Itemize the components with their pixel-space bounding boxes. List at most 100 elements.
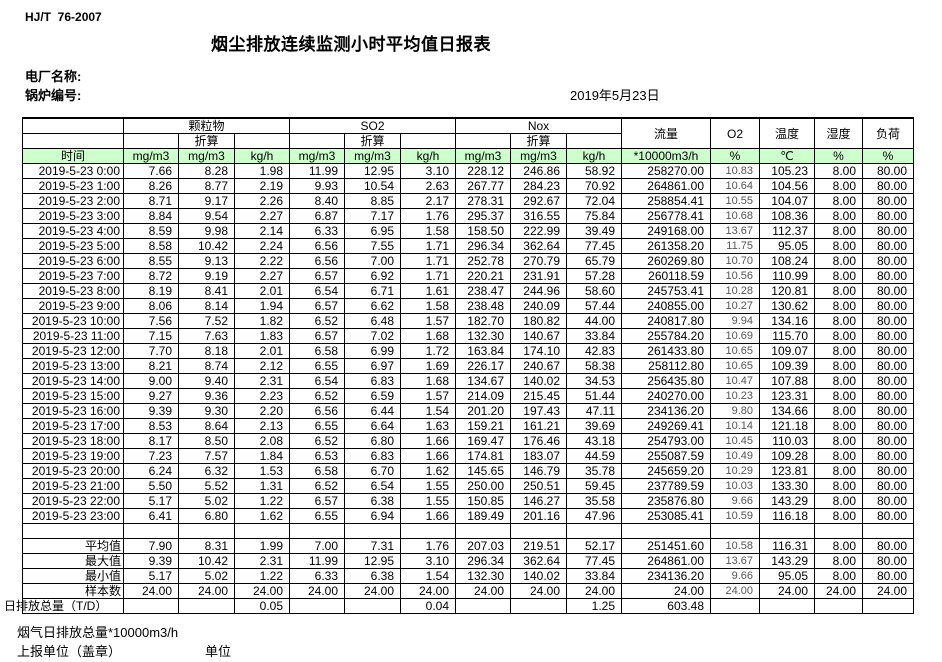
value-cell: 8.00 bbox=[814, 433, 863, 449]
value-cell: 1.84 bbox=[234, 448, 290, 464]
value-cell: 24.00 bbox=[455, 583, 511, 599]
table-row: 2019-5-23 20:00 6.24 6.32 1.53 6.58 6.70 1.62 1… bbox=[22, 463, 914, 479]
value-cell: 7.23 bbox=[123, 448, 179, 464]
value-cell: 5.17 bbox=[123, 568, 179, 584]
value-cell: 24.00 bbox=[178, 583, 235, 599]
value-cell: 8.40 bbox=[289, 193, 345, 209]
value-cell: 1.54 bbox=[400, 568, 456, 584]
table-row: 2019-5-23 11:00 7.15 7.63 1.83 6.57 7.02 1.68 1… bbox=[22, 328, 914, 344]
value-cell: 2.14 bbox=[234, 223, 290, 239]
value-cell: 6.33 bbox=[289, 223, 345, 239]
value-cell: 80.00 bbox=[862, 298, 914, 314]
value-cell: 110.03 bbox=[759, 433, 815, 449]
value-cell: 8.00 bbox=[814, 373, 863, 389]
value-cell: 80.00 bbox=[862, 538, 914, 554]
value-cell: 8.00 bbox=[814, 358, 863, 374]
value-cell: 7.63 bbox=[178, 328, 235, 344]
value-cell: 8.72 bbox=[123, 268, 179, 284]
value-cell: 80.00 bbox=[862, 193, 914, 209]
value-cell: 8.00 bbox=[814, 568, 863, 584]
value-cell: 1.82 bbox=[234, 313, 290, 329]
value-cell: 6.70 bbox=[344, 463, 401, 479]
value-cell: 7.00 bbox=[289, 538, 345, 554]
time-cell: 2019-5-23 10:00 bbox=[22, 313, 124, 329]
value-cell: 24.00 bbox=[289, 583, 345, 599]
empty-cell bbox=[400, 133, 456, 149]
value-cell: 9.27 bbox=[123, 388, 179, 404]
value-cell: 9.66 bbox=[710, 493, 760, 509]
value-cell: 10.54 bbox=[344, 178, 401, 194]
value-cell: 5.02 bbox=[178, 568, 235, 584]
value-cell: 80.00 bbox=[862, 493, 914, 509]
value-cell: 2.31 bbox=[234, 373, 290, 389]
value-cell: 228.12 bbox=[455, 163, 511, 179]
empty-cell bbox=[289, 133, 345, 149]
value-cell: 8.00 bbox=[814, 163, 863, 179]
value-cell: 250.00 bbox=[455, 478, 511, 494]
value-cell: 1.71 bbox=[400, 238, 456, 254]
value-cell: 176.46 bbox=[510, 433, 567, 449]
value-cell: 1.22 bbox=[234, 493, 290, 509]
value-cell: 1.99 bbox=[234, 538, 290, 554]
header-group-row: 颗粒物 SO2 Nox 流量 O2 温度 湿度 负荷 bbox=[22, 117, 914, 149]
value-cell: 6.55 bbox=[289, 358, 345, 374]
value-cell: 8.00 bbox=[814, 463, 863, 479]
value-cell: 237789.59 bbox=[621, 478, 711, 494]
value-cell: 1.63 bbox=[400, 418, 456, 434]
value-cell: 10.27 bbox=[710, 298, 760, 314]
value-cell: 2.08 bbox=[234, 433, 290, 449]
value-cell: 80.00 bbox=[862, 433, 914, 449]
unit-cell: *10000m3/h bbox=[621, 148, 711, 164]
value-cell: 2.24 bbox=[234, 238, 290, 254]
value-cell: 3.10 bbox=[400, 553, 456, 569]
value-cell: 6.38 bbox=[344, 568, 401, 584]
value-cell: 9.36 bbox=[178, 388, 235, 404]
value-cell: 8.00 bbox=[814, 448, 863, 464]
value-cell: 109.07 bbox=[759, 343, 815, 359]
value-cell: 180.82 bbox=[510, 313, 567, 329]
table-row: 2019-5-23 9:00 8.06 8.14 1.94 6.57 6.62 1.58 23… bbox=[22, 298, 914, 314]
daily-total-label: 日排放总量（T/D） bbox=[4, 598, 124, 614]
table-row: 2019-5-23 10:00 7.56 7.52 1.82 6.52 6.48 1.57 1… bbox=[22, 313, 914, 329]
value-cell: 9.39 bbox=[123, 553, 179, 569]
value-cell: 8.00 bbox=[814, 313, 863, 329]
value-cell: 8.00 bbox=[814, 268, 863, 284]
value-cell: 7.00 bbox=[344, 253, 401, 269]
time-header: 时间 bbox=[22, 148, 124, 164]
header-units-row: 时间 mg/m3 mg/m3 kg/h mg/m3 mg/m3 kg/h mg/… bbox=[22, 148, 914, 164]
time-cell: 2019-5-23 4:00 bbox=[22, 223, 124, 239]
value-cell bbox=[178, 523, 235, 539]
value-cell: 24.00 bbox=[510, 583, 567, 599]
value-cell: 44.59 bbox=[566, 448, 622, 464]
time-cell: 2019-5-23 16:00 bbox=[22, 403, 124, 419]
value-cell: 8.18 bbox=[178, 343, 235, 359]
value-cell: 10.55 bbox=[710, 193, 760, 209]
value-cell: 112.37 bbox=[759, 223, 815, 239]
value-cell: 1.71 bbox=[400, 268, 456, 284]
converted-label: 折算 bbox=[510, 133, 567, 149]
value-cell: 6.53 bbox=[289, 448, 345, 464]
value-cell: 0.04 bbox=[400, 598, 456, 614]
value-cell: 1.61 bbox=[400, 283, 456, 299]
value-cell: 10.64 bbox=[710, 178, 760, 194]
value-cell: 6.58 bbox=[289, 463, 345, 479]
value-cell: 158.50 bbox=[455, 223, 511, 239]
value-cell: 80.00 bbox=[862, 253, 914, 269]
table-row: 2019-5-23 3:00 8.84 9.54 2.27 6.87 7.17 1.76 29… bbox=[22, 208, 914, 224]
value-cell: 6.71 bbox=[344, 283, 401, 299]
value-cell: 1.62 bbox=[234, 508, 290, 524]
value-cell bbox=[344, 598, 401, 614]
value-cell: 59.45 bbox=[566, 478, 622, 494]
unit-cell: kg/h bbox=[234, 148, 290, 164]
table-row: 2019-5-23 16:00 9.39 9.30 2.20 6.56 6.44 1.54 2… bbox=[22, 403, 914, 419]
boiler-number-label: 锅炉编号: bbox=[25, 88, 82, 103]
value-cell bbox=[344, 523, 401, 539]
value-cell: 80.00 bbox=[862, 478, 914, 494]
table-row: 2019-5-23 1:00 8.26 8.77 2.19 9.93 10.54 2.63 2… bbox=[22, 178, 914, 194]
unit-cell: % bbox=[862, 148, 914, 164]
value-cell: 95.05 bbox=[759, 238, 815, 254]
value-cell: 197.43 bbox=[510, 403, 567, 419]
value-cell: 6.56 bbox=[289, 238, 345, 254]
value-cell: 2.13 bbox=[234, 418, 290, 434]
value-cell: 6.54 bbox=[289, 283, 345, 299]
